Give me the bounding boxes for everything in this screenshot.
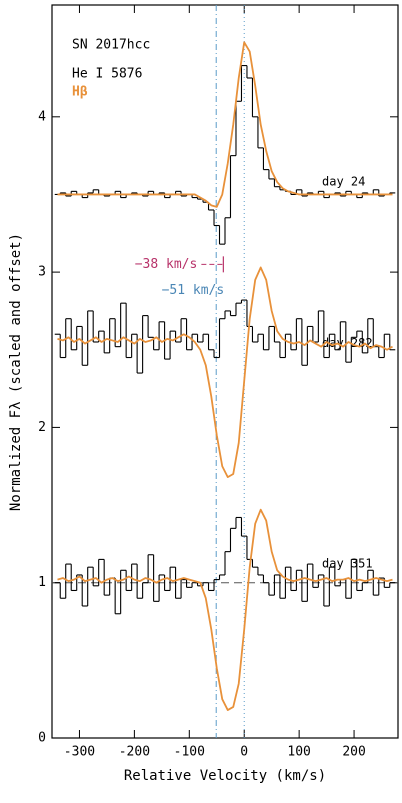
x-tick-label: 200 xyxy=(342,745,365,760)
plot-frame xyxy=(51,4,399,739)
legend-entry: Hβ xyxy=(72,85,88,100)
y-tick-label: 0 xyxy=(38,731,46,746)
epoch-label: day 351 xyxy=(322,557,373,571)
y-axis-label: Normalized Fλ (scaled and offset) xyxy=(8,233,24,511)
x-tick-label: -200 xyxy=(119,745,150,760)
y-tick-label: 1 xyxy=(38,575,46,590)
y-tick-label: 4 xyxy=(38,109,46,124)
y-tick-label: 2 xyxy=(38,420,46,435)
spectrum-line xyxy=(57,508,393,711)
y-tick-label: 3 xyxy=(38,265,46,280)
annotation: −38 km/s xyxy=(135,257,198,272)
spectrum-line xyxy=(57,266,393,479)
chart-title: SN 2017hcc xyxy=(72,38,150,53)
spectrum-riser xyxy=(59,300,391,374)
x-tick-label: -300 xyxy=(64,745,95,760)
epoch-label: day 24 xyxy=(322,175,365,189)
annotation: −51 km/s xyxy=(162,283,225,298)
x-tick-label: 100 xyxy=(287,745,310,760)
spectrum-line xyxy=(57,41,393,208)
legend-entry: He I 5876 xyxy=(72,67,142,82)
x-tick-label: 0 xyxy=(240,745,248,760)
x-axis-label: Relative Velocity (km/s) xyxy=(124,768,326,784)
x-tick-label: -100 xyxy=(174,745,205,760)
